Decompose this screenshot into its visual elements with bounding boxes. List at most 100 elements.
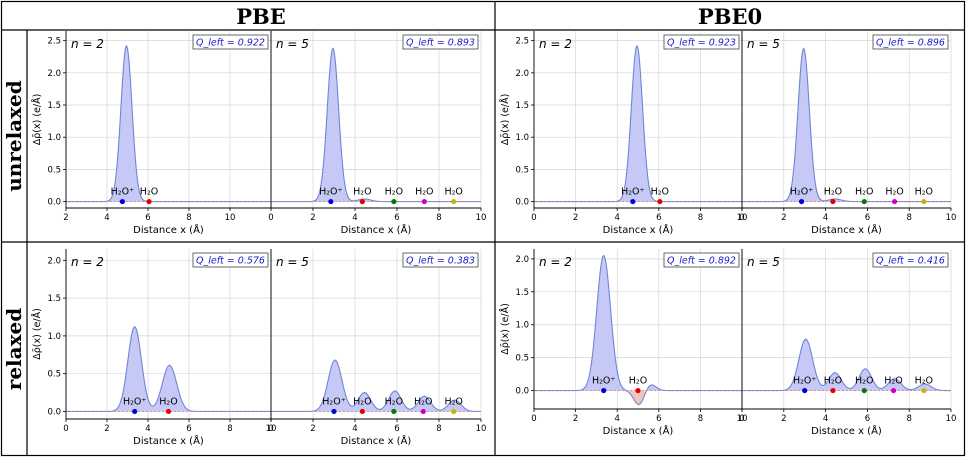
molecule-label: H₂O [385, 396, 403, 407]
q-left-label: Q_left = 0.893 [406, 38, 475, 49]
molecule-label: H₂O⁺ [123, 396, 146, 407]
column-header-pbe: PBE [236, 4, 286, 29]
density-line [66, 326, 271, 412]
x-tick-label: 10 [266, 424, 277, 434]
molecule-marker [921, 387, 927, 394]
molecule-marker [861, 198, 867, 205]
x-tick-label: 0 [739, 414, 744, 424]
n-label: n = 5 [747, 255, 780, 269]
x-tick-label: 4 [352, 213, 357, 223]
density-area-positive [534, 45, 742, 202]
x-tick-label: 10 [946, 414, 957, 424]
panel-1: 0 2 4 6 8 10 Distance x (Å) n = 5 Q_left = 0.893… [268, 31, 486, 236]
x-tick-label: 8 [436, 424, 441, 434]
y-tick-label: 1.5 [515, 288, 529, 298]
molecule-marker [802, 387, 808, 394]
molecule-label: H₂O⁺ [793, 376, 816, 387]
molecule-marker [861, 387, 867, 394]
molecule-label: H₂O [414, 396, 432, 407]
molecule-label: H₂O [140, 187, 158, 198]
y-tick-label: 1.5 [47, 294, 61, 304]
molecule-label: H₂O⁺ [322, 396, 345, 407]
molecule-marker [451, 198, 457, 205]
y-tick-label: 0.5 [515, 165, 529, 175]
x-tick-label: 10 [737, 414, 748, 424]
y-tick-label: 1.5 [515, 101, 529, 111]
q-left-label: Q_left = 0.576 [196, 256, 265, 267]
panel-6: 0 2 4 6 8 10 Distance x (Å) 0.0 0.5 1.0 1.5 2.0 Δρ̄(… [499, 249, 747, 437]
molecule-marker [635, 387, 641, 394]
x-tick-label: 10 [476, 424, 487, 434]
q-left-box [192, 34, 269, 50]
molecule-label: H₂O⁺ [621, 187, 644, 198]
molecule-label: H₂O [444, 396, 462, 407]
molecule-label: H₂O [884, 376, 902, 387]
panel-0: 2 4 6 8 10 Distance x (Å) 0.0 0.5 1.0 1.5 2.0 2.5 Δρ… [31, 31, 271, 236]
density-area-positive [534, 255, 742, 391]
q-left-label: Q_left = 0.416 [876, 256, 945, 267]
molecule-label: H₂O [651, 187, 669, 198]
n-label: n = 5 [747, 37, 780, 51]
q-left-box [192, 252, 269, 268]
molecule-marker [359, 198, 365, 205]
molecule-marker [830, 198, 836, 205]
molecule-label: H₂O [444, 187, 462, 198]
q-left-label: Q_left = 0.923 [667, 38, 736, 49]
q-left-label: Q_left = 0.892 [667, 256, 736, 267]
q-left-box [402, 252, 479, 268]
molecule-marker [657, 198, 663, 205]
molecule-marker [921, 198, 927, 205]
q-left-box [872, 252, 949, 268]
x-tick-label: 2 [781, 213, 786, 223]
y-axis-label: Δρ̄(x) (e/Å) [31, 94, 43, 146]
x-tick-label: 8 [186, 213, 191, 223]
density-area-negative [534, 390, 742, 405]
density-area-positive [271, 48, 481, 202]
x-tick-label: 10 [476, 213, 487, 223]
x-tick-label: 2 [573, 213, 578, 223]
x-tick-label: 0 [268, 213, 273, 223]
molecule-marker [421, 198, 427, 205]
y-tick-label: 1.0 [47, 332, 61, 342]
q-left-label: Q_left = 0.922 [196, 38, 265, 49]
row-header-unrelaxed: unrelaxed [2, 80, 26, 192]
molecule-label: H₂O [353, 396, 371, 407]
molecule-label: H₂O⁺ [319, 187, 342, 198]
x-axis-label: Distance x (Å) [341, 223, 412, 236]
molecule-marker [420, 408, 426, 415]
n-label: n = 2 [71, 255, 104, 269]
q-left-box [663, 34, 740, 50]
column-header-pbe0: PBE0 [698, 4, 762, 29]
x-tick-label: 2 [63, 213, 68, 223]
x-tick-label: 8 [906, 414, 911, 424]
y-tick-label: 0.5 [47, 370, 61, 380]
x-tick-label: 8 [436, 213, 441, 223]
density-line [742, 338, 952, 392]
density-area-positive [271, 360, 481, 412]
n-label: n = 5 [276, 255, 309, 269]
y-tick-label: 0.0 [515, 387, 529, 397]
molecule-label: H₂O [353, 187, 371, 198]
molecule-label: H₂O⁺ [790, 187, 813, 198]
x-tick-label: 6 [145, 213, 150, 223]
n-label: n = 5 [276, 37, 309, 51]
molecule-marker [391, 198, 397, 205]
x-axis-label: Distance x (Å) [341, 434, 412, 447]
panel-7: 0 2 4 6 8 10 Distance x (Å) n = 5 Q_left = 0.416… [739, 249, 956, 437]
x-tick-label: 8 [698, 414, 703, 424]
x-axis-label: Distance x (Å) [603, 424, 674, 437]
x-tick-label: 2 [573, 414, 578, 424]
x-tick-label: 4 [823, 213, 828, 223]
molecule-marker [391, 408, 397, 415]
molecule-marker [891, 198, 898, 205]
density-area-positive [742, 48, 951, 202]
x-tick-label: 6 [656, 213, 661, 223]
x-tick-label: 4 [145, 424, 150, 434]
y-axis-label: Δρ̄(x) (e/Å) [31, 308, 43, 360]
x-axis-label: Distance x (Å) [603, 223, 674, 236]
q-left-box [872, 34, 949, 50]
density-area-positive [66, 45, 271, 202]
x-tick-label: 10 [946, 213, 957, 223]
y-tick-label: 2.5 [47, 37, 61, 47]
y-tick-label: 0.0 [515, 198, 529, 208]
